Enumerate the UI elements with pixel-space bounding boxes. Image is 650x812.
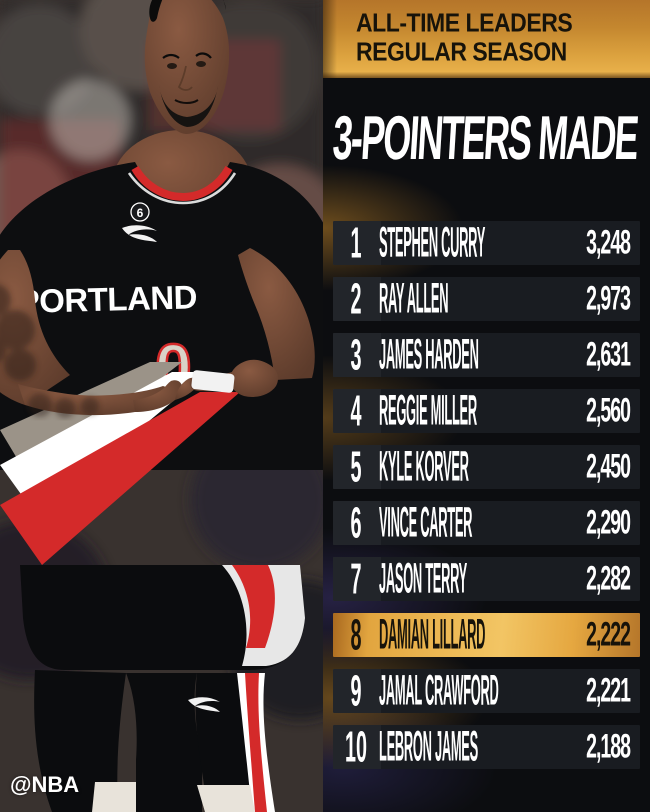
svg-text:PORTLAND: PORTLAND (17, 278, 197, 320)
svg-text:6: 6 (137, 206, 144, 220)
